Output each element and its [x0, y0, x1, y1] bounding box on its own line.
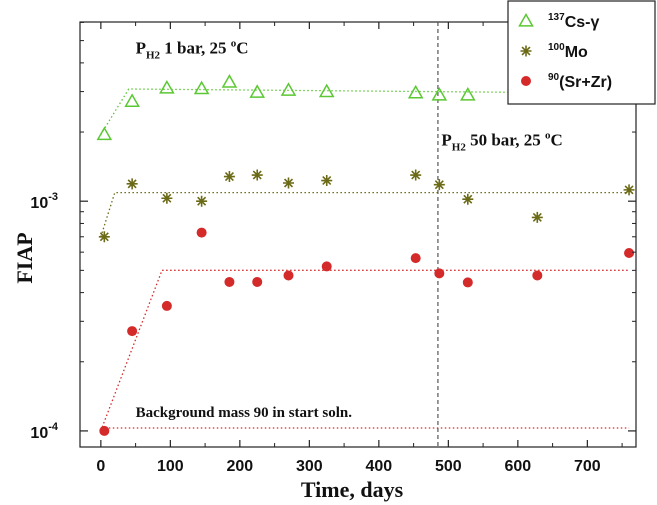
trend-line [100, 88, 630, 135]
trend-line [100, 269, 630, 432]
data-point [124, 93, 140, 107]
data-point [321, 261, 332, 272]
y-tick-base: 10 [30, 195, 48, 212]
annotation-background: Background mass 90 in start soln. [136, 405, 353, 421]
data-point [280, 82, 297, 96]
data-point [462, 277, 473, 288]
data-point [623, 184, 635, 196]
legend-label: 137Cs-γ [548, 12, 599, 31]
data-point [531, 211, 543, 223]
annotation-p: P [136, 38, 146, 57]
x-axis-title: Time, days [301, 477, 404, 502]
legend-superscript: 137 [548, 12, 565, 23]
y-axis-title: FIAP [12, 232, 37, 283]
annotation-superscript: o [231, 37, 237, 49]
data-point [532, 270, 543, 281]
data-point [433, 179, 445, 191]
legend-name: Mo [565, 44, 588, 61]
x-tick-label: 600 [504, 458, 531, 475]
legend-label: 90(Sr+Zr) [548, 72, 612, 91]
legend-marker [521, 76, 531, 86]
trend-lines [100, 22, 630, 447]
trend-line [100, 191, 630, 237]
data-point [431, 86, 448, 101]
data-point [161, 192, 173, 204]
annotation-p: P [441, 130, 451, 149]
annotation-text: 50 bar, 25 [466, 130, 545, 149]
data-point [221, 74, 238, 88]
y-tick-label: 10-4 [30, 421, 58, 442]
y-tick-base: 10 [30, 425, 48, 442]
data-point [249, 84, 266, 98]
legend-superscript: 90 [548, 72, 560, 83]
data-points [96, 74, 637, 436]
annotation-condition: PH2 1 bar, 25 oC [136, 37, 249, 61]
x-tick-label: 200 [226, 458, 253, 475]
legend-marker [520, 45, 532, 57]
data-point [224, 276, 235, 287]
data-point [193, 80, 210, 95]
annotation-unit: C [551, 130, 563, 149]
data-point [126, 178, 138, 190]
data-point [460, 86, 476, 101]
annotation-unit: C [236, 38, 248, 57]
y-tick-label: 10-3 [30, 191, 58, 212]
data-point [96, 126, 113, 141]
plot-frame [79, 21, 637, 448]
data-point [410, 253, 421, 264]
data-point [462, 193, 474, 205]
data-point [283, 177, 294, 189]
x-tick-label: 300 [296, 458, 323, 475]
data-point [159, 79, 175, 94]
data-point [196, 195, 208, 207]
annotation-superscript: o [545, 129, 551, 141]
data-point [283, 270, 294, 281]
annotation-subscript: H2 [452, 141, 467, 153]
legend-name: Cs-γ [565, 14, 600, 31]
x-tick-label: 400 [365, 458, 392, 475]
data-point [407, 84, 424, 99]
x-tick-label: 0 [96, 458, 105, 475]
annotation-subscript: H2 [146, 49, 161, 61]
legend-superscript: 100 [548, 42, 565, 53]
data-point [410, 169, 422, 181]
x-tick-label: 700 [574, 458, 601, 475]
x-tick-label: 500 [435, 458, 462, 475]
legend-marker [518, 12, 534, 27]
annotation-text: 1 bar, 25 [160, 38, 231, 57]
legend-name: (Sr+Zr) [559, 74, 612, 91]
data-point [624, 247, 635, 258]
legend-box [507, 0, 656, 105]
data-point [318, 83, 335, 98]
data-point [98, 231, 110, 243]
data-point [321, 175, 333, 187]
data-point [196, 227, 207, 238]
y-tick-exponent: -3 [48, 191, 58, 203]
data-point [223, 171, 235, 183]
data-point [252, 276, 263, 287]
data-point [99, 425, 110, 436]
data-point [127, 326, 138, 337]
x-tick-label: 100 [157, 458, 184, 475]
data-point [434, 268, 445, 279]
data-point [161, 300, 172, 311]
data-point [251, 169, 263, 181]
legend-label: 100Mo [548, 42, 588, 61]
annotation-condition: PH2 50 bar, 25 oC [441, 129, 562, 153]
y-tick-exponent: -4 [48, 421, 59, 433]
